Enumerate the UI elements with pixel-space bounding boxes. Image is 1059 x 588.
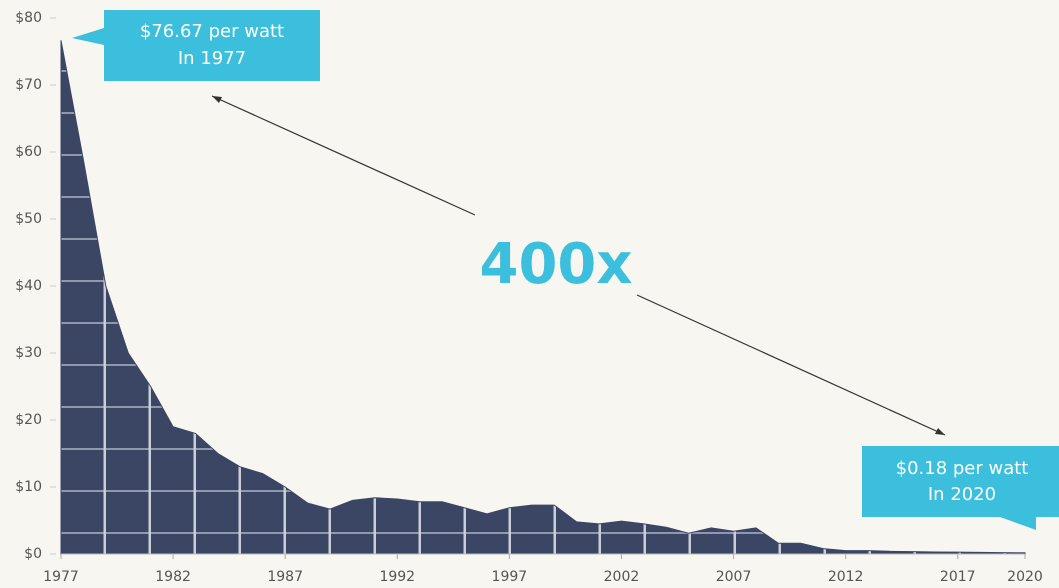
y-tick-label: $50 (15, 211, 42, 227)
arrow (211, 95, 476, 216)
callout-text: In 2020 (928, 484, 996, 505)
y-tick-label: $80 (15, 10, 42, 26)
x-tick-label: 2017 (940, 569, 976, 585)
x-tick-label: 1987 (267, 569, 303, 585)
y-tick-label: $0 (24, 546, 42, 562)
arrow-head (212, 96, 222, 103)
y-tick-label: $70 (15, 77, 42, 93)
callout-box (862, 446, 1059, 530)
label-backdrop (476, 214, 636, 322)
callout-text: In 1977 (178, 48, 246, 69)
x-tick-label: 1982 (155, 569, 191, 585)
area (60, 40, 1026, 555)
y-tick-label: $20 (15, 412, 42, 428)
callout-box (72, 10, 320, 81)
x-tick-label: 2012 (828, 569, 864, 585)
y-tick-label: $10 (15, 479, 42, 495)
arrow-head (935, 428, 945, 435)
x-tick-label: 1992 (379, 569, 415, 585)
y-tick-label: $60 (15, 144, 42, 160)
x-tick-label: 1997 (492, 569, 528, 585)
x-tick-label: 2002 (604, 569, 640, 585)
x-tick-label: 2020 (1007, 569, 1043, 585)
callout-text: $0.18 per watt (896, 458, 1029, 479)
arrow (636, 294, 946, 436)
callout-text: $76.67 per watt (140, 21, 284, 42)
y-tick-label: $30 (15, 345, 42, 361)
x-tick-label: 2007 (716, 569, 752, 585)
headline: 400x (479, 232, 632, 297)
x-tick-label: 1977 (43, 569, 79, 585)
y-tick-label: $40 (15, 278, 42, 294)
